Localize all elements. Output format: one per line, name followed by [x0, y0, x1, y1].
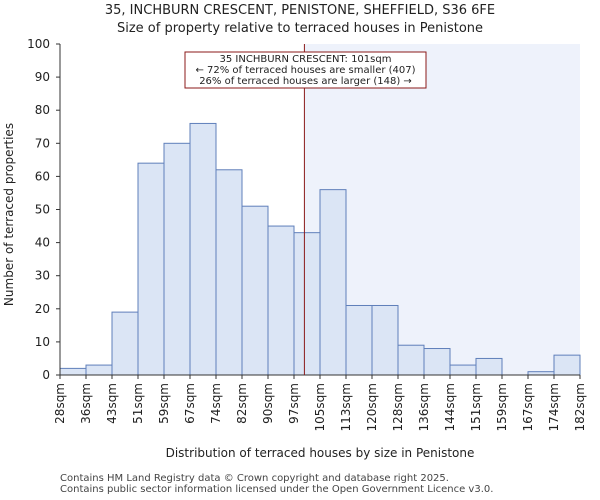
- y-tick-label: 100: [27, 37, 50, 51]
- x-tick-label: 120sqm: [365, 383, 379, 431]
- footer-line-1: Contains HM Land Registry data © Crown c…: [60, 473, 449, 484]
- y-tick-label: 0: [42, 368, 50, 382]
- x-tick-label: 151sqm: [469, 383, 483, 431]
- y-tick-label: 20: [35, 302, 50, 316]
- bar-43sqm: [111, 311, 139, 376]
- bar-105sqm: [319, 189, 347, 376]
- x-tick-label: 28sqm: [53, 383, 67, 424]
- y-tick-label: 30: [35, 269, 50, 283]
- annotation-line-1: 35 INCHBURN CRESCENT: 101sqm: [220, 54, 392, 65]
- x-tick-label: 136sqm: [417, 383, 431, 431]
- chart-subtitle: Size of property relative to terraced ho…: [116, 21, 484, 36]
- x-tick-label: 59sqm: [157, 383, 171, 424]
- bar-136sqm: [423, 348, 451, 376]
- bar-36sqm: [85, 364, 113, 376]
- x-tick-label: 113sqm: [339, 383, 353, 431]
- x-tick-label: 128sqm: [391, 383, 405, 431]
- chart-title: 35, INCHBURN CRESCENT, PENISTONE, SHEFFI…: [104, 3, 496, 18]
- y-axis-label: Number of terraced properties: [2, 123, 16, 306]
- bar-144sqm: [449, 364, 477, 376]
- footer-line-2: Contains public sector information licen…: [60, 484, 494, 495]
- annotation-box: [184, 51, 427, 89]
- y-tick-label: 40: [35, 236, 50, 250]
- y-tick-label: 70: [35, 136, 50, 150]
- x-tick-label: 36sqm: [79, 383, 93, 424]
- bar-82sqm: [241, 205, 269, 376]
- x-tick-label: 43sqm: [105, 383, 119, 424]
- x-tick-label: 90sqm: [261, 383, 275, 424]
- y-tick-label: 60: [35, 169, 50, 183]
- y-tick-label: 80: [35, 103, 50, 117]
- x-tick-label: 74sqm: [209, 383, 223, 424]
- bar-51sqm: [137, 162, 165, 376]
- x-tick-label: 144sqm: [443, 383, 457, 431]
- bar-28sqm: [59, 367, 87, 376]
- annotation-line-2: ← 72% of terraced houses are smaller (40…: [195, 65, 415, 76]
- y-tick-label: 90: [35, 70, 50, 84]
- bar-67sqm: [189, 122, 217, 376]
- x-tick-label: 97sqm: [287, 383, 301, 424]
- x-tick-label: 174sqm: [547, 383, 561, 431]
- y-tick-label: 50: [35, 203, 50, 217]
- bar-174sqm: [553, 354, 581, 376]
- x-tick-label: 67sqm: [183, 383, 197, 424]
- bar-74sqm: [215, 169, 243, 376]
- x-tick-label: 51sqm: [131, 383, 145, 424]
- bar-120sqm: [371, 304, 399, 376]
- x-tick-label: 82sqm: [235, 383, 249, 424]
- x-tick-label: 105sqm: [313, 383, 327, 431]
- x-tick-label: 167sqm: [521, 383, 535, 431]
- annotation-line-3: 26% of terraced houses are larger (148) …: [199, 76, 412, 87]
- x-tick-label: 182sqm: [573, 383, 587, 431]
- histogram-chart: 0 10 20 30 40 50 60 70 80 90 100 28sqm 36sqm 43sqm 51…: [2, 37, 587, 460]
- bar-59sqm: [163, 142, 191, 376]
- x-axis-label: Distribution of terraced houses by size …: [166, 446, 475, 460]
- bar-90sqm: [267, 225, 295, 376]
- bar-97sqm: [293, 232, 321, 376]
- x-tick-label: 159sqm: [495, 383, 509, 431]
- y-tick-label: 10: [35, 335, 50, 349]
- bar-151sqm: [475, 357, 503, 376]
- bar-128sqm: [397, 344, 425, 376]
- bar-113sqm: [345, 304, 373, 376]
